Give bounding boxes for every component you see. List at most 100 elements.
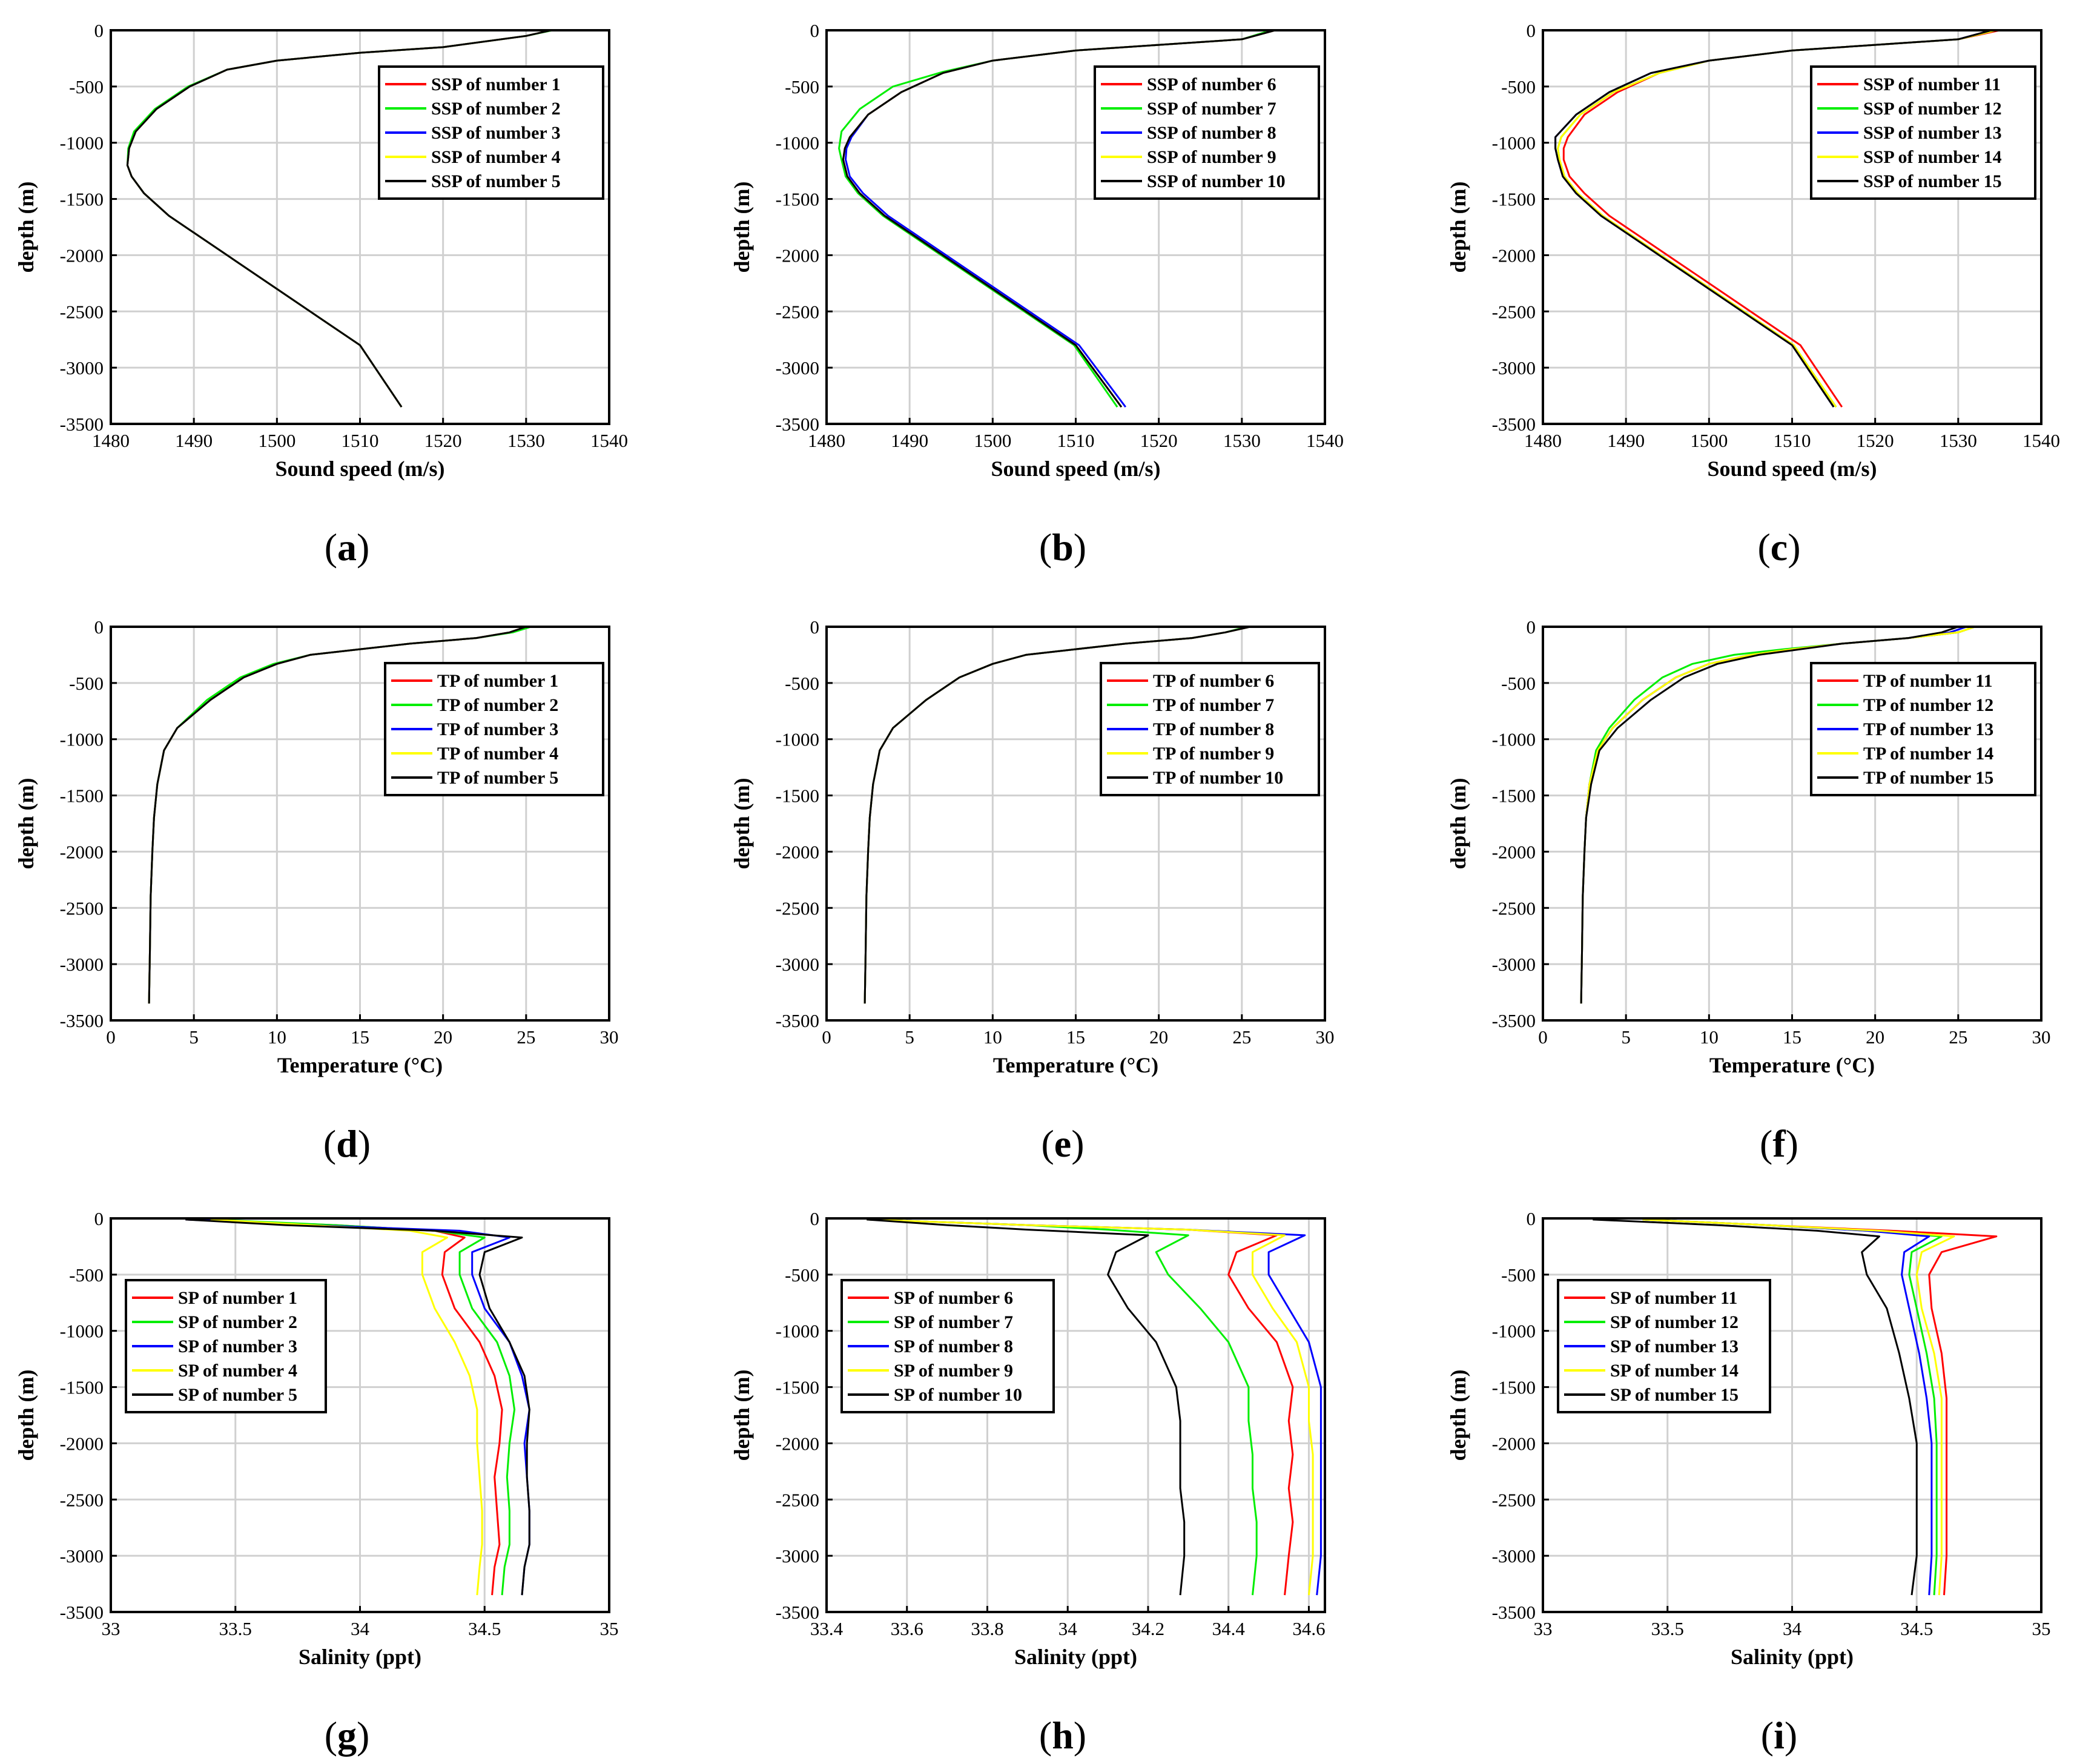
- x-tick-label: 20: [1866, 1026, 1884, 1048]
- ticks: 1480 1490 1500 1510 1520 1530 1540 0 -500 -1000 -1…: [1492, 20, 2060, 451]
- y-tick-label: -1500: [776, 785, 819, 807]
- y-tick-label: -500: [785, 673, 819, 694]
- series-line: [210, 1218, 516, 1596]
- x-tick-label: 1490: [175, 430, 213, 451]
- x-tick-label: 33: [1534, 1618, 1553, 1639]
- y-tick-label: -3000: [60, 954, 104, 975]
- x-tick-label: 0: [106, 1026, 116, 1048]
- ticks: 0 5 10 15 20 25 30 0 -500 -1000 -1500 -2000 -2500 -30…: [1492, 616, 2051, 1048]
- legend-label: SSP of number 1: [431, 74, 561, 94]
- y-tick-label: -2000: [60, 245, 104, 266]
- panel-caption: (d): [323, 1122, 371, 1165]
- legend-label: TP of number 5: [437, 768, 558, 788]
- panel-caption-letter: h: [1052, 1714, 1074, 1757]
- x-axis-label: Salinity (ppt): [1014, 1645, 1137, 1669]
- y-tick-label: -3000: [776, 357, 819, 378]
- legend-label: TP of number 11: [1863, 671, 1993, 691]
- x-tick-label: 34: [1058, 1618, 1078, 1639]
- panel-g: 33 33.5 34 34.5 35 0 -500 -1000 -1500 -2000 -2500 -…: [14, 1208, 619, 1757]
- y-tick-label: -1000: [1492, 133, 1536, 154]
- x-tick-label: 35: [600, 1618, 619, 1639]
- legend-label: SP of number 10: [894, 1385, 1022, 1405]
- y-tick-label: -2000: [776, 245, 819, 266]
- x-tick-label: 33.4: [810, 1618, 844, 1639]
- y-tick-label: -3000: [1492, 954, 1536, 975]
- y-tick-label: -1000: [60, 1321, 104, 1342]
- legend-label: TP of number 3: [437, 719, 558, 739]
- legend-label: TP of number 10: [1153, 768, 1283, 788]
- y-tick-label: -2000: [776, 841, 819, 862]
- ticks: 0 5 10 15 20 25 30 0 -500 -1000 -1500 -2000 -2500 -30…: [60, 616, 619, 1048]
- panel-caption: (i): [1761, 1714, 1797, 1757]
- series-line: [185, 1218, 530, 1596]
- x-tick-label: 1490: [1607, 430, 1645, 451]
- x-tick-label: 25: [1949, 1026, 1967, 1048]
- grid: [825, 1217, 1325, 1613]
- series-line: [867, 1218, 1186, 1596]
- legend-label: SSP of number 13: [1863, 123, 2002, 143]
- x-tick-label: 30: [600, 1026, 619, 1048]
- x-tick-label: 34.5: [1900, 1618, 1933, 1639]
- legend-label: SP of number 2: [178, 1312, 297, 1332]
- y-tick-label: -2500: [1492, 301, 1536, 322]
- y-tick-label: -1000: [1492, 729, 1536, 750]
- x-tick-label: 1510: [1774, 430, 1811, 451]
- x-tick-label: 1530: [1940, 430, 1977, 451]
- legend-label: SSP of number 7: [1147, 99, 1276, 119]
- panel-caption: (b): [1039, 526, 1086, 569]
- x-tick-label: 15: [1066, 1026, 1085, 1048]
- legend-label: TP of number 4: [437, 744, 558, 764]
- y-tick-label: -2000: [1492, 841, 1536, 862]
- series-lines: [1580, 626, 1975, 1004]
- legend-label: SSP of number 12: [1863, 99, 2002, 119]
- y-tick-label: -1500: [60, 1377, 104, 1398]
- legend-label: TP of number 13: [1863, 719, 1993, 739]
- panel-e: 0 5 10 15 20 25 30 0 -500 -1000 -1500 -2000 -2500 -30…: [730, 616, 1335, 1165]
- x-axis-label: Temperature (°C): [993, 1053, 1158, 1077]
- ticks: 33 33.5 34 34.5 35 0 -500 -1000 -1500 -2000 -2500 -…: [1492, 1208, 2051, 1639]
- y-axis-label: depth (m): [730, 182, 754, 273]
- x-tick-label: 25: [1232, 1026, 1251, 1048]
- x-tick-label: 30: [2032, 1026, 2051, 1048]
- x-axis-label: Sound speed (m/s): [1707, 457, 1877, 481]
- y-tick-label: -3500: [1492, 414, 1536, 435]
- y-tick-label: -1500: [60, 189, 104, 210]
- ticks: 1480 1490 1500 1510 1520 1530 1540 0 -500 -1000 -1…: [60, 20, 628, 451]
- legend-label: SSP of number 8: [1147, 123, 1276, 143]
- x-tick-label: 1500: [1690, 430, 1728, 451]
- axes-box: [825, 1217, 1326, 1613]
- x-tick-label: 1530: [1223, 430, 1261, 451]
- x-tick-label: 5: [1621, 1026, 1631, 1048]
- ticks: 1480 1490 1500 1510 1520 1530 1540 0 -500 -1000 -1…: [776, 20, 1344, 451]
- series-lines: [863, 626, 1250, 1004]
- legend-label: SSP of number 4: [431, 147, 561, 167]
- y-tick-label: -1500: [1492, 785, 1536, 807]
- x-axis-label: Salinity (ppt): [299, 1645, 421, 1669]
- y-tick-label: -1000: [60, 133, 104, 154]
- grid: [110, 1217, 610, 1613]
- y-tick-label: -1500: [776, 189, 819, 210]
- panel-d: 0 5 10 15 20 25 30 0 -500 -1000 -1500 -2000 -2500 -30…: [14, 616, 619, 1165]
- panel-caption: (e): [1041, 1122, 1084, 1165]
- panel-caption-letter: f: [1772, 1122, 1786, 1165]
- legend-label: SP of number 5: [178, 1385, 297, 1405]
- legend-label: SP of number 8: [894, 1336, 1013, 1356]
- y-axis-label: depth (m): [1446, 1370, 1470, 1461]
- y-tick-label: -1000: [1492, 1321, 1536, 1342]
- y-tick-label: -1000: [776, 729, 819, 750]
- y-tick-label: -3000: [60, 1545, 104, 1567]
- x-tick-label: 33.5: [1651, 1618, 1684, 1639]
- legend: SP of number 11 SP of number 12 SP of numb…: [1557, 1279, 1771, 1413]
- legend: SP of number 6 SP of number 7 SP of number…: [840, 1279, 1055, 1413]
- legend: SP of number 1 SP of number 2 SP of number…: [125, 1279, 327, 1413]
- series-line: [867, 1218, 1258, 1596]
- x-axis-label: Salinity (ppt): [1731, 1645, 1854, 1669]
- y-tick-label: -1000: [776, 133, 819, 154]
- legend-label: TP of number 6: [1153, 671, 1274, 691]
- legend-label: SSP of number 15: [1863, 171, 2002, 191]
- series-line: [1642, 1218, 1998, 1596]
- panel-h: 33.4 33.6 33.8 34 34.2 34.4 34.6 0 -500 -1000 -150…: [730, 1208, 1326, 1757]
- series-lines: [867, 1218, 1322, 1596]
- y-tick-label: -3500: [1492, 1602, 1536, 1623]
